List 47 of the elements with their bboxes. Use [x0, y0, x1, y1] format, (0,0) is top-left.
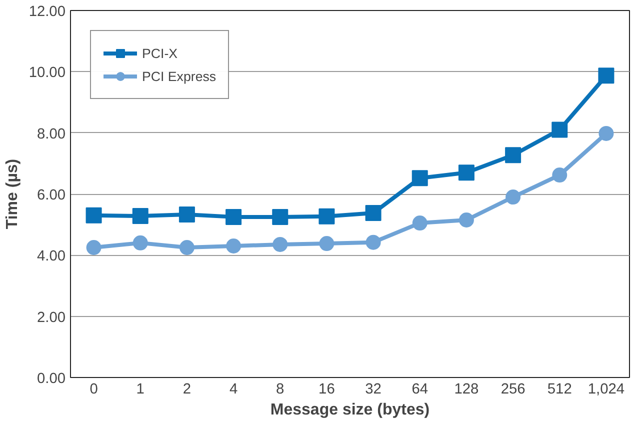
point: [552, 122, 568, 138]
x-tick-label: 64: [412, 382, 428, 398]
legend-label: PCI-X: [142, 46, 178, 60]
x-axis-title: Message size (bytes): [270, 402, 430, 418]
y-tick-label: 12.00: [28, 4, 66, 20]
point: [226, 238, 242, 254]
x-tick-label: 16: [318, 382, 335, 398]
point: [598, 126, 614, 141]
point: [412, 170, 428, 186]
point: [598, 68, 614, 84]
x-tick-label: 128: [454, 382, 479, 398]
point: [458, 212, 474, 228]
x-tick-label: 1: [136, 382, 144, 398]
point: [179, 240, 194, 256]
point: [272, 236, 288, 252]
point: [86, 207, 102, 224]
point: [226, 208, 242, 225]
y-tick-label: 10.00: [28, 65, 66, 82]
x-tick-label: 4: [229, 382, 238, 398]
point: [272, 208, 288, 225]
x-tick-label: 32: [365, 382, 382, 398]
point: [365, 204, 382, 221]
point: [412, 216, 428, 231]
x-tick-label: 1,024: [588, 382, 625, 398]
y-tick-label: 6.00: [36, 188, 66, 204]
point: [458, 164, 474, 181]
x-tick-label: 2: [182, 382, 192, 398]
x-tick-label: 256: [500, 382, 526, 398]
x-tick-label: 0: [90, 382, 98, 398]
point: [366, 234, 381, 250]
x-tick-label: 512: [547, 382, 572, 398]
y-tick-label: 0.00: [36, 371, 66, 387]
y-axis-title: Time (µs): [4, 158, 21, 230]
point: [506, 190, 521, 205]
point: [132, 235, 148, 250]
point: [552, 168, 568, 183]
point: [86, 240, 102, 256]
y-tick-label: 4.00: [36, 248, 66, 265]
point: [318, 208, 335, 224]
x-tick-label: 8: [276, 382, 284, 398]
y-tick-label: 2.00: [36, 310, 66, 326]
legend-label: PCI Express: [142, 68, 216, 84]
point: [132, 208, 148, 224]
point: [319, 236, 334, 252]
point: [178, 206, 195, 222]
point: [505, 147, 522, 164]
y-tick-label: 8.00: [36, 126, 66, 142]
